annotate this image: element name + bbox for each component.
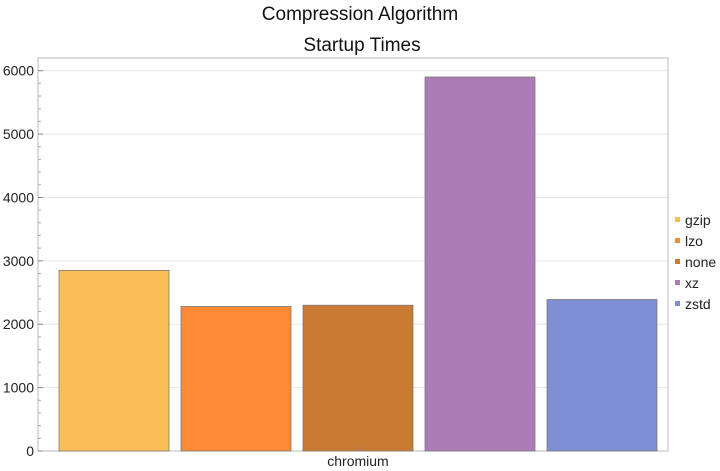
y-tick-label: 6000 (3, 63, 34, 79)
chart-title-line-1: Compression Algorithm (262, 4, 458, 25)
y-tick-label: 5000 (3, 126, 34, 142)
legend-label-zstd: zstd (685, 296, 711, 312)
legend-swatch-lzo (675, 238, 680, 243)
legend: gzip lzo none xz zstd (675, 212, 716, 312)
y-tick-label: 2000 (3, 316, 34, 332)
legend-label-none: none (685, 254, 716, 270)
bar-xz (424, 76, 536, 452)
bar-gzip (58, 269, 170, 452)
legend-swatch-none (675, 259, 680, 264)
y-tick-label: 1000 (3, 380, 34, 396)
y-tick-label: 0 (26, 443, 34, 459)
y-axis: 0 1000 2000 3000 4000 5000 6000 (3, 63, 43, 459)
legend-swatch-zstd (675, 301, 680, 306)
legend-label-xz: xz (685, 275, 699, 291)
legend-label-lzo: lzo (685, 233, 703, 249)
legend-swatch-gzip (675, 217, 680, 222)
bar-none (302, 304, 414, 452)
chart-title-line-2: Startup Times (303, 35, 420, 56)
y-tick-label: 4000 (3, 189, 34, 205)
bar-lzo (180, 306, 292, 452)
y-tick-label: 3000 (3, 253, 34, 269)
legend-swatch-xz (675, 280, 680, 285)
bars (58, 76, 658, 452)
legend-label-gzip: gzip (685, 212, 711, 228)
x-axis: chromium (327, 446, 389, 469)
x-tick-label: chromium (327, 453, 388, 469)
bar-zstd (546, 299, 658, 452)
